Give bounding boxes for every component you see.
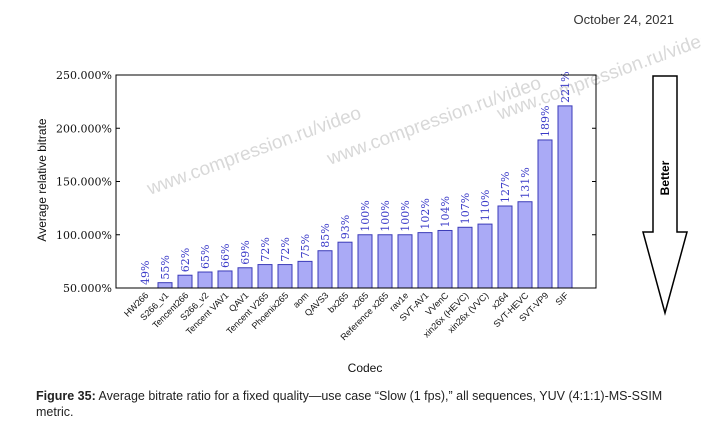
data-label: 72% <box>259 237 272 261</box>
y-tick-label: 150.000% <box>56 176 112 189</box>
y-tick-label: 100.000% <box>56 229 112 242</box>
data-label: 100% <box>379 200 392 231</box>
data-label: 55% <box>159 255 172 279</box>
bar <box>277 264 293 289</box>
data-label: 104% <box>439 196 452 227</box>
data-label: 100% <box>399 200 412 231</box>
bar <box>497 205 513 289</box>
bar <box>157 282 173 289</box>
bar <box>557 105 573 289</box>
y-axis-title: Average relative bitrate <box>35 118 49 242</box>
watermark-group: www.compression.ru/videowww.compression.… <box>144 28 701 200</box>
bar <box>537 139 553 289</box>
x-axis-title: Codec <box>348 361 383 375</box>
data-label: 49% <box>139 261 152 285</box>
bar <box>417 232 433 289</box>
data-label: 66% <box>219 244 232 268</box>
bar <box>477 223 493 289</box>
data-label: 72% <box>279 237 292 261</box>
data-label: 102% <box>419 198 432 229</box>
bar <box>457 226 473 289</box>
bar <box>237 267 253 289</box>
bar <box>257 264 273 289</box>
bar <box>337 241 353 289</box>
plot-frame <box>115 74 597 289</box>
better-label: Better <box>658 160 672 195</box>
y-tick-labels: 50.000% 100.000% 150.000% 200.000% 250.000% <box>56 69 112 295</box>
page-date: October 24, 2021 <box>573 12 674 27</box>
data-label: 110% <box>479 190 492 221</box>
y-tick-label: 50.000% <box>63 282 112 295</box>
bar <box>177 274 193 289</box>
bar <box>517 201 533 289</box>
bar-chart: www.compression.ru/videowww.compression.… <box>35 28 701 375</box>
x-tick-label: bx265 <box>326 290 350 314</box>
data-label: 131% <box>519 167 532 198</box>
data-label: 65% <box>199 245 212 269</box>
data-label: 69% <box>239 240 252 264</box>
bar <box>197 271 213 289</box>
data-label: 93% <box>339 215 352 239</box>
y-tick-label: 250.000% <box>56 69 112 82</box>
bar <box>217 270 233 289</box>
bar <box>357 234 373 289</box>
data-label: 100% <box>359 200 372 231</box>
data-labels-group: 49% 55% 62% 65% 66% 69% 72% 72% 75% 85% 93% 100% 100… <box>139 71 572 285</box>
caption-text: Average bitrate ratio for a fixed qualit… <box>36 389 663 419</box>
data-label: 107% <box>459 193 472 224</box>
data-label: 85% <box>319 223 332 247</box>
bars-group <box>157 105 573 289</box>
data-label: 221% <box>559 71 572 102</box>
data-label: 75% <box>299 234 312 258</box>
bar <box>397 234 413 289</box>
better-arrow-icon <box>642 75 688 316</box>
x-tick-label: SIF <box>553 290 570 307</box>
bar <box>317 250 333 289</box>
y-tick-label: 200.000% <box>56 122 112 135</box>
data-label: 127% <box>499 172 512 203</box>
bar <box>437 229 453 289</box>
bar <box>377 234 393 289</box>
bar <box>297 260 313 289</box>
data-label: 62% <box>179 248 192 272</box>
figure-caption: Figure 35: Average bitrate ratio for a f… <box>36 388 676 420</box>
data-label: 189% <box>539 106 552 137</box>
caption-label: Figure 35: <box>36 389 96 403</box>
